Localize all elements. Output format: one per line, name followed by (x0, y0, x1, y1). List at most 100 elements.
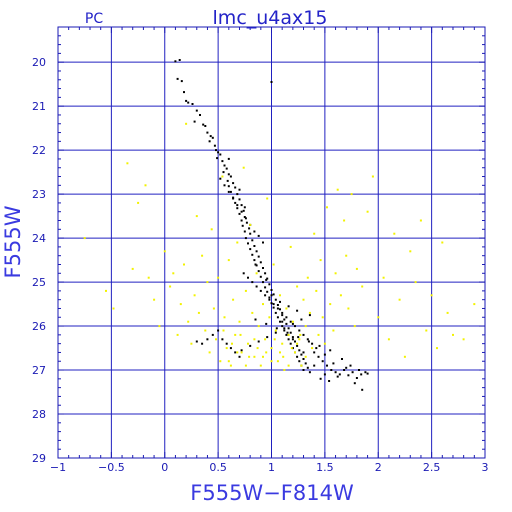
star-point-black (307, 340, 310, 343)
x-tick-label: 0 (161, 461, 168, 474)
star-point-black (349, 364, 352, 367)
star-point-yellow (382, 276, 385, 279)
star-point-black (259, 261, 262, 264)
star-point-yellow (355, 267, 358, 270)
star-point-black (253, 259, 256, 262)
star-point-yellow (308, 311, 311, 314)
star-point-black (247, 276, 249, 279)
star-point-yellow (204, 329, 207, 332)
star-point-yellow (282, 355, 285, 358)
star-point-yellow (366, 210, 369, 213)
star-point-black (272, 303, 275, 306)
star-point-black (330, 369, 333, 371)
star-point-black (298, 329, 301, 332)
y-tick-label: 21 (32, 100, 46, 113)
x-tick-label: −1 (50, 461, 66, 474)
star-point-black (227, 190, 230, 193)
star-point-black (180, 80, 183, 83)
star-point-yellow (208, 351, 211, 354)
star-point-yellow (163, 250, 166, 253)
star-point-yellow (83, 237, 86, 240)
star-point-yellow (302, 298, 305, 301)
star-point-black (319, 377, 322, 380)
star-point-black (302, 369, 305, 371)
star-point-yellow (270, 347, 273, 350)
y-tick-label: 22 (32, 144, 46, 157)
star-point-yellow (193, 294, 196, 297)
star-point-yellow (279, 351, 281, 354)
corner-label: PC (85, 11, 103, 27)
star-point-black (257, 270, 260, 273)
y-tick-label: 20 (32, 56, 46, 69)
star-point-black (227, 185, 230, 188)
star-point-black (211, 136, 214, 139)
star-point-black (222, 171, 225, 174)
star-point-black (213, 144, 216, 147)
star-point-black (366, 372, 369, 375)
star-point-black (229, 347, 232, 350)
star-point-black (281, 311, 284, 314)
star-point-black (266, 277, 269, 280)
star-point-black (283, 318, 286, 321)
star-point-black (286, 331, 289, 334)
star-point-yellow (112, 307, 115, 310)
star-point-yellow (215, 338, 217, 341)
y-tick-label: 23 (32, 188, 46, 201)
star-point-black (229, 190, 232, 193)
x-tick-label: 1 (268, 461, 275, 474)
star-point-black (361, 388, 364, 391)
star-point-black (300, 353, 303, 356)
star-point-black (329, 349, 332, 352)
star-point-black (240, 219, 243, 222)
star-point-black (266, 290, 269, 293)
star-point-black (234, 351, 237, 354)
star-point-yellow (229, 364, 232, 367)
star-point-black (268, 296, 271, 299)
star-point-black (311, 342, 314, 345)
star-point-yellow (294, 351, 296, 354)
star-point-black (296, 355, 299, 358)
star-point-black (355, 377, 358, 379)
star-point-black (257, 255, 260, 258)
star-point-black (308, 371, 311, 374)
star-point-black (289, 320, 292, 323)
star-point-black (234, 201, 237, 204)
star-point-black (302, 351, 305, 354)
star-point-yellow (336, 188, 339, 191)
star-point-black (243, 230, 246, 233)
star-point-black (274, 311, 277, 314)
star-point-black (219, 153, 222, 156)
star-point-yellow (425, 329, 428, 332)
star-point-black (195, 340, 198, 343)
star-point-black (183, 91, 185, 94)
star-point-yellow (234, 333, 237, 336)
star-point-black (238, 212, 241, 215)
star-point-yellow (236, 241, 239, 244)
star-point-black (217, 151, 220, 154)
star-point-black (353, 382, 356, 385)
star-point-black (270, 81, 273, 83)
star-point-yellow (153, 298, 156, 301)
star-point-black (201, 342, 204, 345)
star-point-yellow (462, 338, 465, 341)
star-point-yellow (183, 263, 185, 266)
star-point-black (249, 344, 252, 347)
star-point-black (326, 364, 328, 367)
star-point-yellow (222, 329, 225, 332)
star-point-black (221, 160, 224, 163)
star-point-black (315, 347, 318, 350)
star-point-yellow (306, 276, 309, 279)
y-tick-labels: 20 21 22 23 24 25 26 27 28 29 (32, 56, 46, 465)
star-point-black (338, 373, 341, 376)
star-point-black (287, 327, 290, 330)
star-point-black (255, 264, 258, 267)
x-tick-labels: −1 −0.5 0 0.5 1 1.5 2 2.5 3 (50, 461, 489, 474)
star-point-black (243, 216, 246, 218)
star-point-black (187, 101, 190, 104)
star-point-black (297, 336, 300, 339)
star-point-yellow (190, 342, 193, 345)
star-point-black (244, 217, 247, 220)
x-axis-title: F555W−F814W (190, 481, 354, 505)
star-point-yellow (279, 294, 281, 297)
star-point-yellow (176, 333, 179, 336)
